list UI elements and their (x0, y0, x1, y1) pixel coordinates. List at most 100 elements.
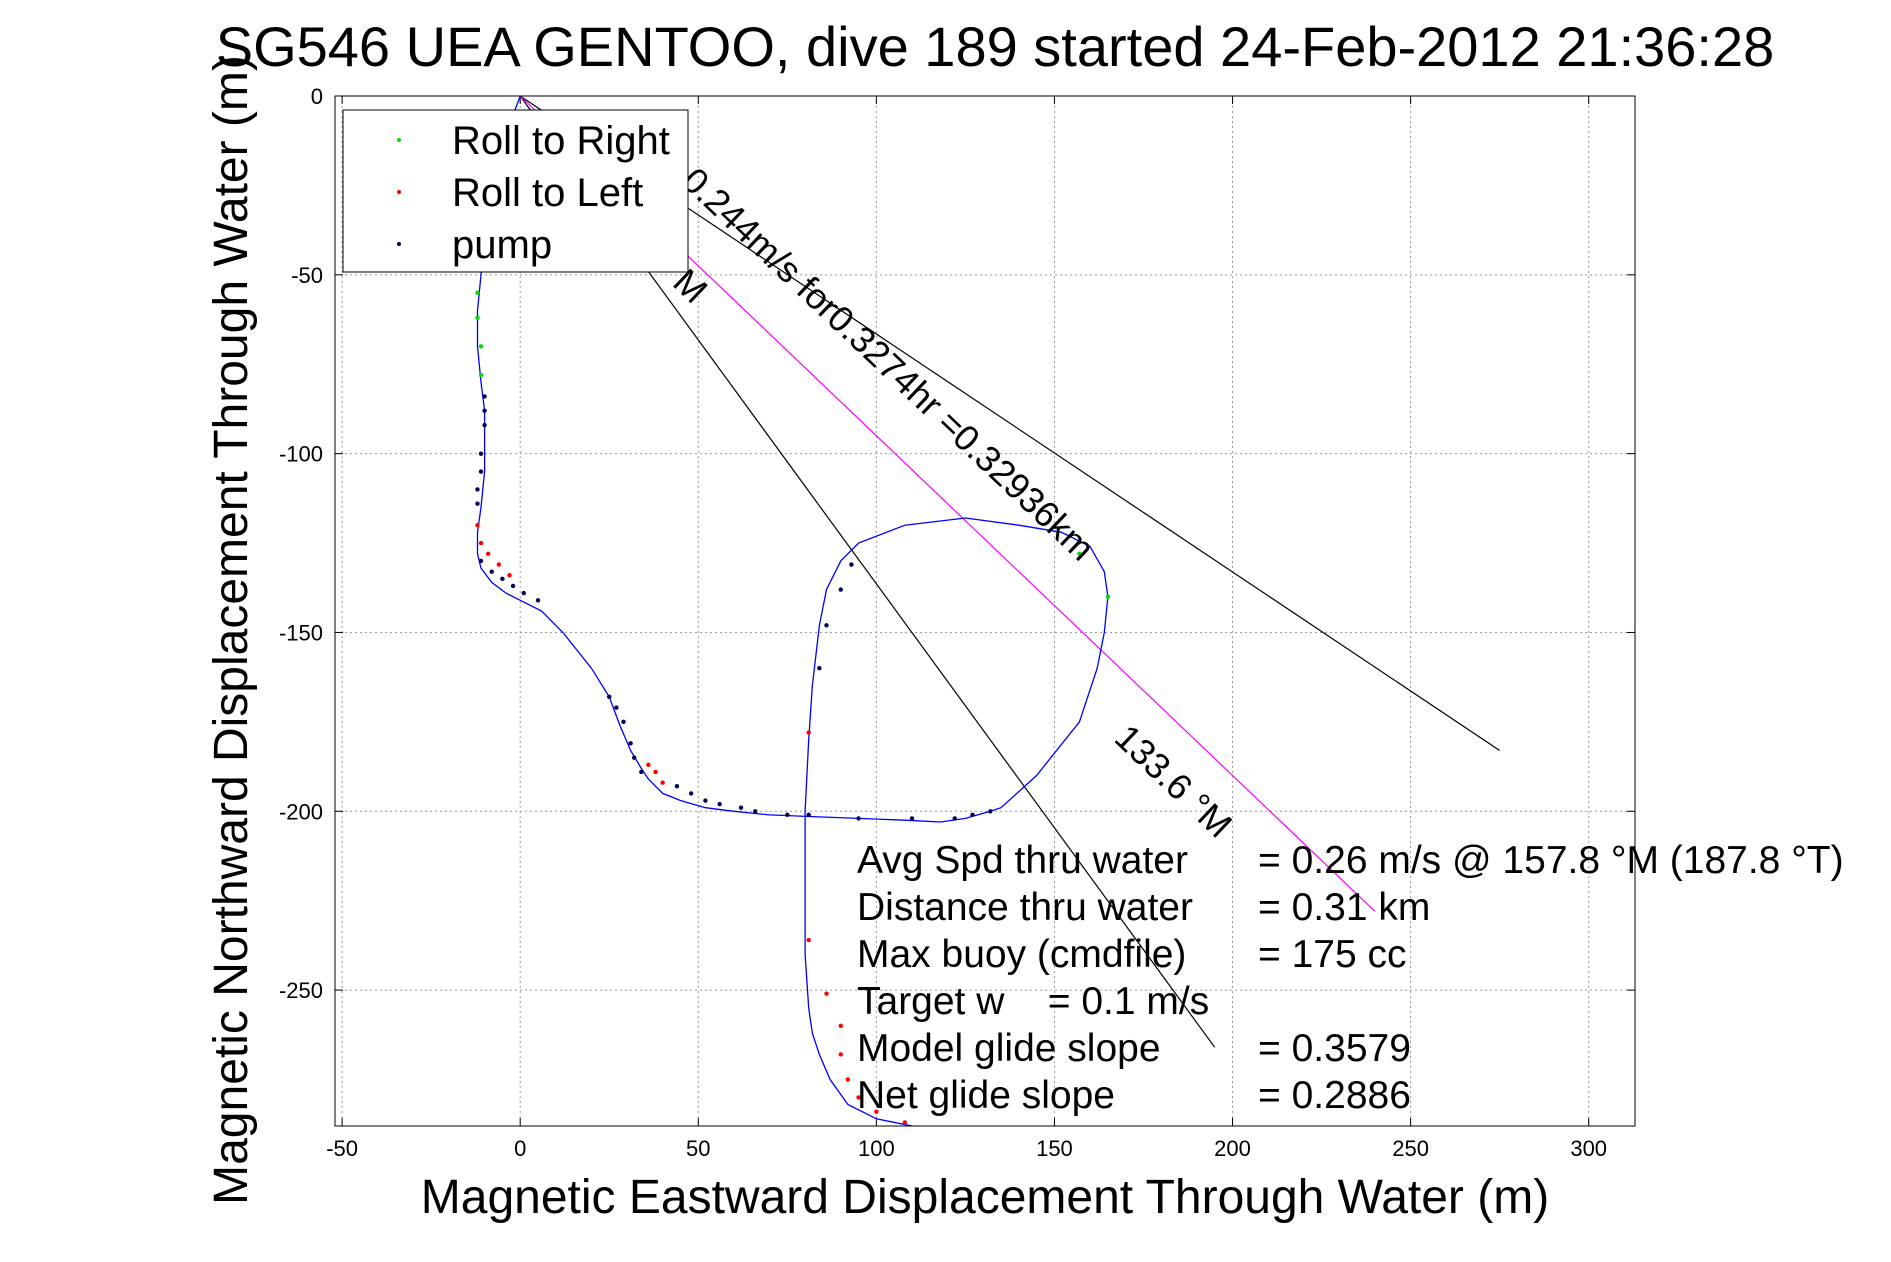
pump-marker (500, 576, 505, 582)
roll-left-marker (874, 1109, 879, 1114)
x-tick-label: 0 (514, 1136, 526, 1161)
stat-max-buoy-value: = 175 cc (1258, 933, 1407, 976)
roll-left-marker (478, 540, 484, 546)
x-axis-label: Magnetic Eastward Displacement Through W… (421, 1171, 1549, 1224)
y-tick-label: -100 (279, 442, 323, 467)
pump-marker (688, 791, 694, 796)
pump-marker (738, 805, 744, 810)
x-tick-label: 250 (1392, 1136, 1429, 1161)
pump-marker (909, 816, 915, 821)
roll-left-marker (838, 1052, 843, 1057)
x-tick-label: 150 (1036, 1136, 1073, 1161)
pump-marker (785, 812, 790, 818)
speed-annotation: 0.244m/s for0.3274hr =0.32936km (675, 159, 1103, 568)
legend: Roll to Right Roll to Left pump (342, 109, 689, 273)
pump-marker (614, 705, 619, 710)
stat-distance-label: Distance thru water (857, 886, 1193, 929)
roll-right-marker (475, 315, 480, 320)
pump-marker (717, 801, 722, 807)
y-tick-label: -250 (279, 978, 323, 1003)
pump-marker (475, 487, 480, 492)
legend-marker-roll-left (397, 190, 401, 194)
pump-marker (482, 408, 487, 413)
pump-marker (988, 809, 993, 814)
stat-net-glide-value: = 0.2886 (1258, 1074, 1411, 1117)
x-tick-label: -50 (326, 1136, 358, 1161)
pump-marker (952, 816, 957, 821)
pump-marker (489, 569, 494, 574)
stat-net-glide-label: Net glide slope (857, 1074, 1115, 1117)
y-tick-label: -50 (291, 263, 323, 288)
pump-marker (631, 755, 637, 760)
legend-marker-roll-right (397, 138, 401, 142)
pump-marker (838, 587, 843, 592)
x-tick-label: 50 (686, 1136, 710, 1161)
stat-avg-spd-label: Avg Spd thru water (857, 839, 1188, 882)
pump-marker (824, 623, 829, 628)
y-tick-label: 0 (311, 84, 323, 109)
pump-marker (475, 501, 480, 506)
plot-frame (334, 95, 1636, 1127)
roll-left-marker (838, 1023, 843, 1029)
legend-label-roll-left: Roll to Left (452, 171, 643, 215)
pump-marker (521, 590, 526, 596)
y-tick-label: -200 (279, 799, 323, 824)
roll-left-marker (806, 730, 811, 735)
y-tick-labels: 0 -50 -100 -150 -200 -250 (279, 84, 323, 1003)
x-tick-label: 100 (858, 1136, 895, 1161)
pump-marker (970, 812, 975, 818)
pump-marker (478, 451, 484, 456)
pump-marker (621, 719, 626, 725)
pump-marker (478, 558, 484, 564)
roll-right-marker (1105, 594, 1111, 599)
stat-avg-spd-value: = 0.26 m/s @ 157.8 °M (187.8 °T) (1258, 839, 1844, 882)
roll-left-marker (653, 769, 658, 775)
pump-marker (535, 598, 541, 603)
pump-marker (607, 694, 612, 700)
y-tick-label: -150 (279, 620, 323, 645)
heading-annotation: 133.6 °M (1107, 716, 1240, 845)
pump-marker (674, 784, 680, 789)
stat-model-glide-value: = 0.3579 (1258, 1027, 1411, 1070)
roll-left-marker (856, 1095, 861, 1100)
roll-left-marker (646, 762, 651, 767)
stat-max-buoy-label: Max buoy (cmdfile) (857, 933, 1186, 976)
roll-left-marker (902, 1120, 908, 1125)
pump-marker (817, 666, 822, 671)
roll-left-marker (496, 562, 502, 567)
pump-marker (478, 469, 484, 474)
roll-left-marker (806, 937, 811, 943)
pump-marker (806, 812, 811, 818)
roll-left-marker (824, 991, 829, 996)
x-tick-label: 200 (1214, 1136, 1251, 1161)
pump-marker (703, 798, 708, 803)
legend-label-pump: pump (452, 223, 552, 267)
pump-marker (849, 562, 854, 567)
y-axis-label: Magnetic Northward Displacement Through … (205, 55, 258, 1205)
roll-left-marker (507, 573, 512, 578)
stat-model-glide-label: Model glide slope (857, 1027, 1161, 1070)
roll-left-marker (845, 1077, 851, 1082)
legend-label-roll-right: Roll to Right (452, 119, 670, 163)
stat-distance-value: = 0.31 km (1258, 886, 1430, 929)
chart-title: SG546 UEA GENTOO, dive 189 started 24-Fe… (216, 15, 1775, 78)
roll-right-marker (475, 290, 480, 295)
pump-marker (856, 816, 861, 821)
roll-right-marker (1077, 551, 1082, 556)
x-tick-label: 300 (1570, 1136, 1607, 1161)
x-tick-labels: -50 0 50 100 150 200 250 300 (326, 1136, 1607, 1161)
pump-marker (482, 394, 487, 399)
marker-layer (475, 290, 1111, 1125)
roll-right-marker (478, 344, 484, 349)
legend-marker-pump (397, 242, 401, 246)
roll-left-marker (475, 522, 480, 528)
pump-marker (628, 741, 633, 746)
pump-marker (510, 583, 516, 589)
roll-left-marker (660, 780, 665, 785)
roll-right-marker (478, 372, 484, 378)
roll-left-marker (485, 551, 491, 556)
pump-marker (482, 422, 487, 428)
pump-marker (639, 769, 644, 775)
stats-block: Avg Spd thru water = 0.26 m/s @ 157.8 °M… (857, 839, 1844, 1117)
